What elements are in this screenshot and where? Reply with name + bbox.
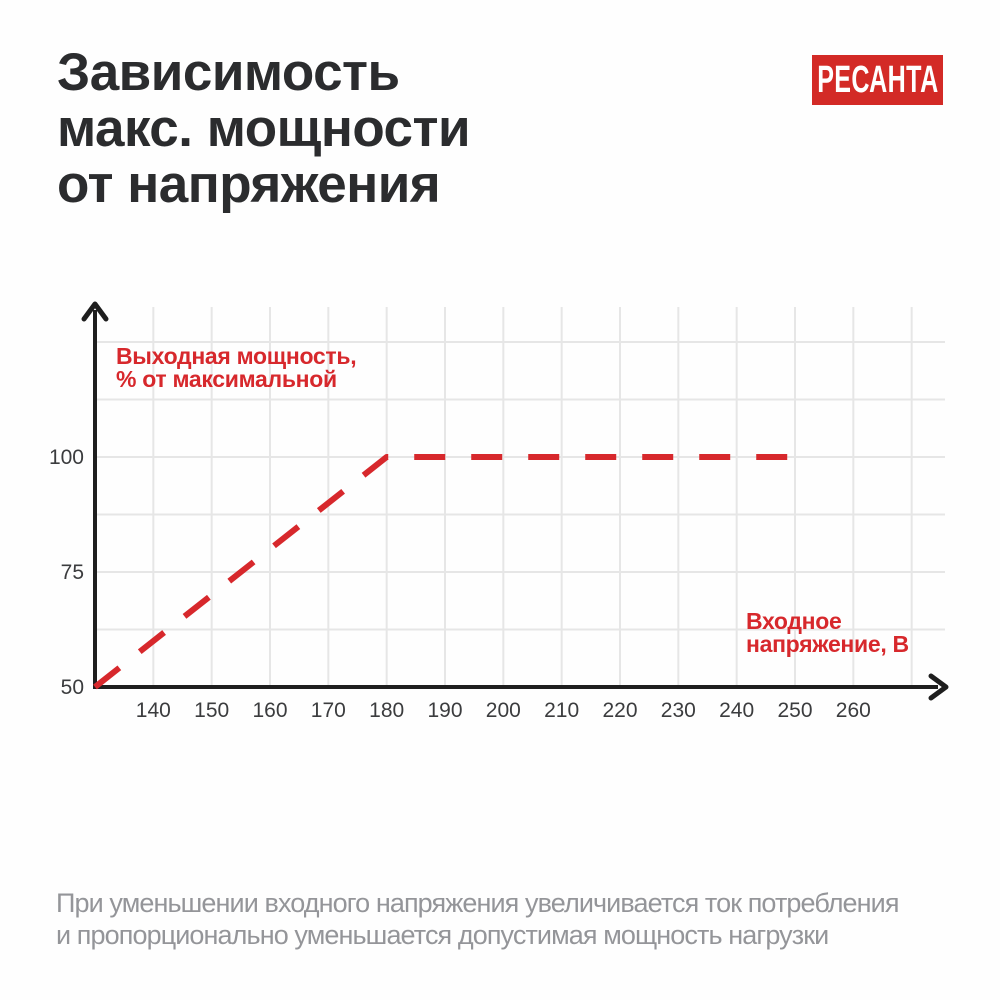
x-tick-label: 190 [427, 699, 462, 722]
y-tick-label: 75 [61, 561, 84, 584]
x-tick-label: 160 [252, 699, 287, 722]
footer-note: При уменьшении входного напряжения увели… [56, 887, 899, 951]
x-tick-label: 240 [719, 699, 754, 722]
title-line-3: от напряжения [57, 155, 441, 214]
y-axis-label: Выходная мощность, % от максимальной [116, 343, 357, 392]
y-axis-label-line-2: % от максимальной [116, 366, 337, 392]
page-title: Зависимость макс. мощности от напряжения [57, 43, 471, 214]
x-tick-label: 260 [836, 699, 871, 722]
x-tick-label: 250 [777, 699, 812, 722]
x-axis-label-line-2: напряжение, В [746, 631, 909, 657]
x-axis-label: Входное напряжение, В [746, 610, 909, 656]
x-tick-label: 170 [311, 699, 346, 722]
brand-logo-text: РЕСАНТА [816, 58, 939, 101]
x-tick-label: 220 [602, 699, 637, 722]
x-tick-label: 210 [544, 699, 579, 722]
x-tick-label: 230 [661, 699, 696, 722]
title-line-1: Зависимость [57, 43, 400, 102]
y-tick-label: 50 [61, 676, 84, 699]
x-tick-label: 140 [136, 699, 171, 722]
series-dashed-line [93, 454, 795, 690]
x-axis-arrow-icon [928, 673, 949, 701]
x-tick-label: 150 [194, 699, 229, 722]
x-tick-label: 180 [369, 699, 404, 722]
footer-line-2: и пропорционально уменьшается допустимая… [56, 920, 829, 950]
brand-logo: РЕСАНТА [812, 55, 943, 105]
y-axis-arrow-icon [81, 301, 109, 322]
title-line-2: макс. мощности [57, 99, 471, 158]
x-axis-label-line-1: Входное [746, 608, 842, 634]
footer-line-1: При уменьшении входного напряжения увели… [56, 888, 899, 918]
y-tick-label: 100 [49, 446, 84, 469]
y-axis-label-line-1: Выходная мощность, [116, 343, 357, 369]
x-tick-label: 200 [486, 699, 521, 722]
